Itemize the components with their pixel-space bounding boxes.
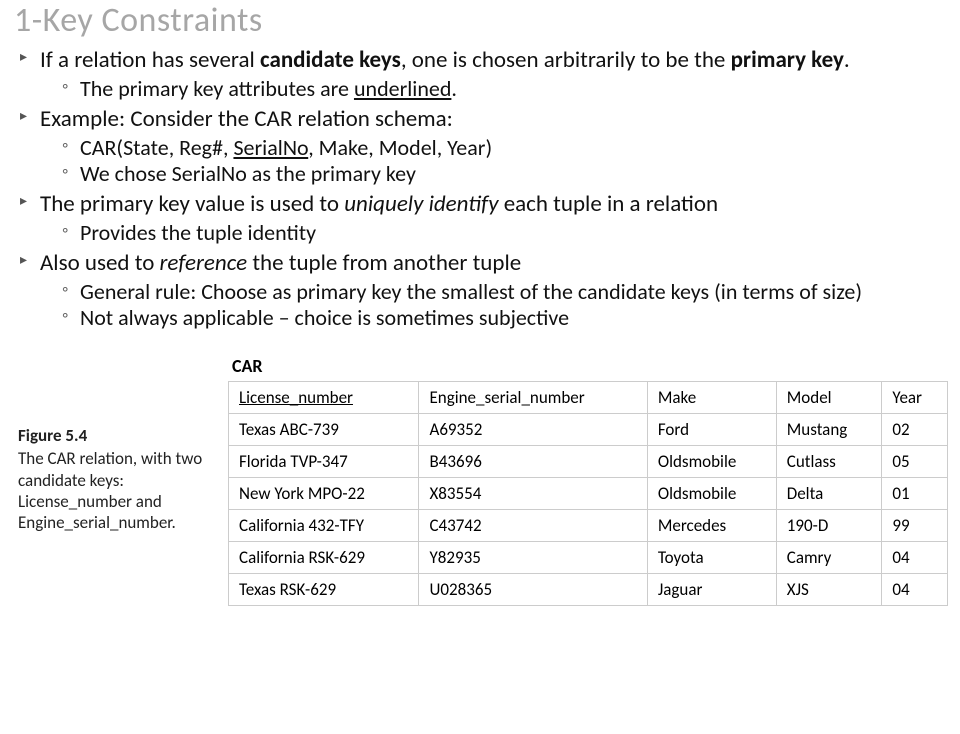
bold: primary key	[731, 46, 844, 74]
table-cell: Mustang	[776, 414, 882, 446]
table-wrap: CAR License_numberEngine_serial_numberMa…	[228, 355, 948, 606]
sub-bullet: The primary key attributes are underline…	[62, 76, 948, 102]
table-cell: California RSK-629	[229, 542, 419, 574]
sub-bullet: General rule: Choose as primary key the …	[62, 279, 948, 305]
figure-number: Figure 5.4	[18, 425, 214, 446]
table-row: Texas RSK-629U028365JaguarXJS04	[229, 574, 948, 606]
text: We chose SerialNo as the primary key	[80, 160, 416, 187]
table-cell: Texas ABC-739	[229, 414, 419, 446]
table-row: California RSK-629Y82935ToyotaCamry04	[229, 542, 948, 574]
bullet-2: Example: Consider the CAR relation schem…	[18, 106, 948, 187]
figure-caption-text: The CAR relation, with two candidate key…	[18, 448, 202, 533]
table-cell: Oldsmobile	[647, 446, 776, 478]
table-row: Florida TVP-347B43696OldsmobileCutlass05	[229, 446, 948, 478]
table-cell: C43742	[419, 510, 647, 542]
bullet-1: If a relation has several candidate keys…	[18, 47, 948, 102]
figure-caption: Figure 5.4 The CAR relation, with two ca…	[18, 425, 228, 533]
table-header-cell: Engine_serial_number	[419, 382, 647, 414]
text: If a relation has several	[40, 46, 260, 74]
table-cell: 04	[882, 574, 948, 606]
table-cell: Mercedes	[647, 510, 776, 542]
text: Not always applicable – choice is someti…	[80, 304, 569, 331]
underlined: SerialNo	[233, 134, 308, 161]
table-cell: Texas RSK-629	[229, 574, 419, 606]
table-cell: 02	[882, 414, 948, 446]
table-title: CAR	[228, 355, 948, 377]
table-cell: Oldsmobile	[647, 478, 776, 510]
slide-title: 1-Key Constraints	[12, 0, 948, 41]
car-table: License_numberEngine_serial_numberMakeMo…	[228, 381, 948, 606]
table-header-cell: Make	[647, 382, 776, 414]
table-row: California 432-TFYC43742Mercedes190-D99	[229, 510, 948, 542]
italic: reference	[160, 249, 248, 277]
italic: uniquely identify	[344, 190, 498, 218]
table-cell: Y82935	[419, 542, 647, 574]
bullet-list: If a relation has several candidate keys…	[12, 47, 948, 331]
sub-bullet: CAR(State, Reg#, SerialNo, Make, Model, …	[62, 135, 948, 161]
text: , one is chosen arbitrarily to be the	[401, 46, 731, 74]
table-cell: Delta	[776, 478, 882, 510]
text: Provides the tuple identity	[80, 219, 316, 246]
table-cell: Camry	[776, 542, 882, 574]
text: Also used to	[40, 249, 160, 277]
sub-bullet: Not always applicable – choice is someti…	[62, 305, 948, 331]
table-cell: XJS	[776, 574, 882, 606]
text: the tuple from another tuple	[247, 249, 521, 277]
table-cell: 01	[882, 478, 948, 510]
text: .	[844, 46, 850, 74]
text: Example: Consider the CAR relation schem…	[40, 105, 453, 133]
table-row: New York MPO-22X83554OldsmobileDelta01	[229, 478, 948, 510]
bullet-3: The primary key value is used to uniquel…	[18, 191, 948, 246]
table-cell: 05	[882, 446, 948, 478]
table-cell: 190-D	[776, 510, 882, 542]
bold: candidate keys	[260, 46, 401, 74]
table-cell: U028365	[419, 574, 647, 606]
table-cell: California 432-TFY	[229, 510, 419, 542]
table-cell: Ford	[647, 414, 776, 446]
slide-root: 1-Key Constraints If a relation has seve…	[0, 0, 960, 606]
text: General rule: Choose as primary key the …	[80, 278, 862, 305]
table-cell: Florida TVP-347	[229, 446, 419, 478]
table-cell: Jaguar	[647, 574, 776, 606]
underlined: underlined	[354, 75, 451, 102]
table-header-row: License_numberEngine_serial_numberMakeMo…	[229, 382, 948, 414]
table-cell: A69352	[419, 414, 647, 446]
figure-area: Figure 5.4 The CAR relation, with two ca…	[12, 355, 948, 606]
table-header-cell: Year	[882, 382, 948, 414]
text: , Make, Model, Year)	[308, 134, 492, 161]
table-row: Texas ABC-739A69352FordMustang02	[229, 414, 948, 446]
table-cell: Cutlass	[776, 446, 882, 478]
sub-bullet: We chose SerialNo as the primary key	[62, 161, 948, 187]
text: The primary key attributes are	[80, 75, 354, 102]
table-cell: X83554	[419, 478, 647, 510]
text: each tuple in a relation	[499, 190, 719, 218]
bullet-4: Also used to reference the tuple from an…	[18, 250, 948, 331]
text: CAR(State, Reg#,	[80, 134, 233, 161]
sub-bullet: Provides the tuple identity	[62, 220, 948, 246]
table-cell: New York MPO-22	[229, 478, 419, 510]
table-header-cell: Model	[776, 382, 882, 414]
table-cell: 99	[882, 510, 948, 542]
table-cell: B43696	[419, 446, 647, 478]
text: .	[451, 75, 457, 102]
table-cell: Toyota	[647, 542, 776, 574]
table-cell: 04	[882, 542, 948, 574]
text: The primary key value is used to	[40, 190, 344, 218]
table-header-cell: License_number	[229, 382, 419, 414]
